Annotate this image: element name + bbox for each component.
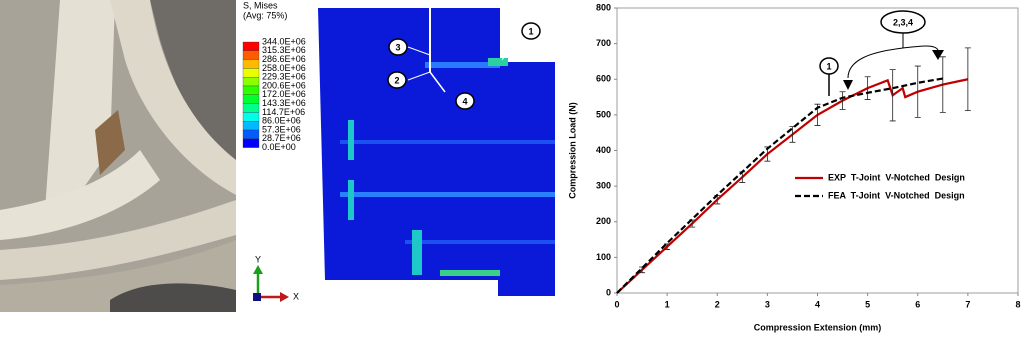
annotation-arrow — [843, 80, 853, 90]
contour-level: 315.3E+06 — [262, 45, 306, 55]
contour-level: 200.6E+06 — [262, 80, 306, 90]
error-bar — [914, 65, 921, 118]
y-tick-label: 700 — [596, 38, 611, 48]
series-line — [616, 78, 969, 294]
contour-band — [242, 41, 260, 51]
label-circle — [388, 38, 408, 56]
contour-level: 258.0E+06 — [262, 63, 306, 73]
annotation-bracket — [847, 45, 939, 79]
y-tick-label: 500 — [596, 109, 611, 119]
axis-triad-origin — [253, 293, 261, 301]
fea-model — [318, 8, 555, 296]
y-tick-label: 100 — [596, 252, 611, 262]
error-bar — [839, 91, 846, 110]
contour-level: 229.3E+06 — [262, 72, 306, 82]
annotation-arrow — [932, 50, 944, 60]
x-tick-label: 7 — [965, 299, 970, 309]
x-tick-label: 8 — [1015, 299, 1020, 309]
contour-band — [242, 121, 260, 131]
x-tick-label: 2 — [715, 299, 720, 309]
label-circle — [387, 71, 407, 89]
y-tick-label: 300 — [596, 181, 611, 191]
model-label: 1 — [528, 26, 533, 36]
contour-level: 172.0E+06 — [262, 89, 306, 99]
x-tick-label: 6 — [915, 299, 920, 309]
contour-band — [242, 68, 260, 78]
contour-band — [242, 77, 260, 87]
model-label: 4 — [462, 96, 467, 106]
error-bar — [889, 69, 896, 122]
x-tick-label: 5 — [865, 299, 870, 309]
y-tick-label: 200 — [596, 216, 611, 226]
contour-band — [242, 94, 260, 104]
y-tick-label: 600 — [596, 74, 611, 84]
contour-level: 286.6E+06 — [262, 54, 306, 64]
annotation: 2,3,4 — [893, 17, 913, 27]
legend-label: FEA T-Joint V-Notched Design — [828, 190, 965, 200]
contour-band — [242, 112, 260, 122]
model-label: 2 — [394, 75, 399, 85]
y-tick-label: 400 — [596, 145, 611, 155]
contour-level: 143.3E+06 — [262, 98, 306, 108]
model-label: 3 — [395, 42, 400, 52]
contour-level: 57.3E+06 — [262, 124, 301, 134]
x-axis-label: Compression Extension (mm) — [754, 322, 882, 332]
axis-triad-label: X — [293, 291, 299, 301]
annotation: 1 — [826, 61, 831, 71]
contour-level: 114.7E+06 — [262, 107, 305, 117]
legend-subtitle: (Avg: 75%) — [243, 10, 287, 20]
contour-level: 344.0E+06 — [262, 36, 306, 46]
contour-level: 0.0E+00 — [262, 142, 296, 152]
contour-band — [242, 129, 260, 139]
label-circle — [455, 92, 475, 110]
axis-triad-y-head — [253, 265, 263, 274]
error-bar — [939, 56, 946, 113]
x-tick-label: 1 — [665, 299, 670, 309]
x-tick-label: 0 — [614, 299, 619, 309]
x-tick-label: 4 — [815, 299, 820, 309]
x-tick-label: 3 — [765, 299, 770, 309]
contour-band — [242, 138, 260, 148]
legend-title: S, Mises — [243, 0, 278, 10]
photo — [0, 0, 236, 312]
plot-frame — [616, 7, 1019, 294]
contour-band — [242, 59, 260, 69]
contour-band — [242, 103, 260, 113]
contour-level: 28.7E+06 — [262, 133, 301, 143]
y-tick-label: 800 — [596, 2, 611, 12]
contour-level: 86.0E+06 — [262, 116, 301, 126]
y-tick-label: 0 — [606, 287, 611, 297]
legend-label: EXP T-Joint V-Notched Design — [828, 172, 965, 182]
axis-triad-label: Y — [255, 254, 261, 264]
contour-band — [242, 50, 260, 60]
error-bar — [864, 76, 871, 100]
label-circle — [521, 22, 541, 40]
series-line — [616, 77, 943, 294]
error-bar — [964, 47, 971, 111]
contour-band — [242, 85, 260, 95]
y-axis-label: Compression Load (N) — [567, 102, 577, 199]
axis-triad-x-head — [280, 292, 289, 302]
